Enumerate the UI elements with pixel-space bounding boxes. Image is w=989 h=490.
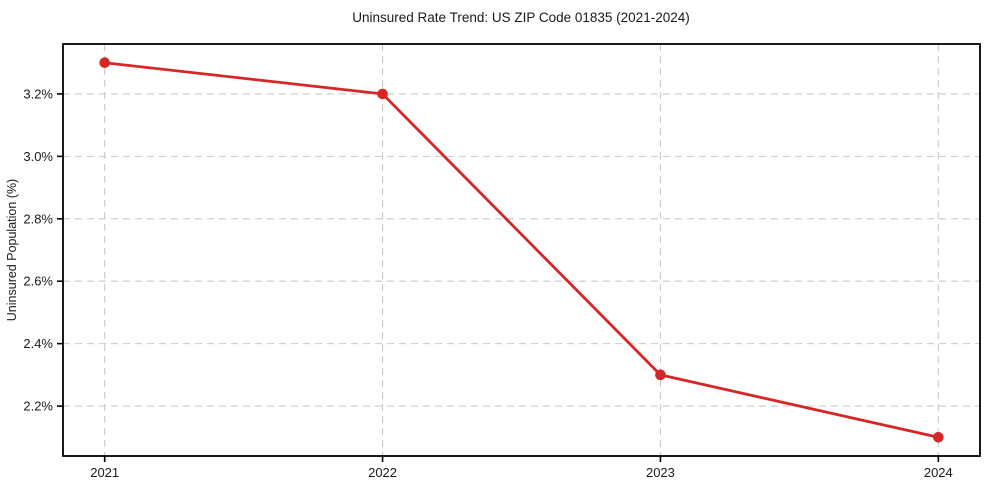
grid-layer <box>63 44 980 456</box>
y-tick-label: 3.0% <box>23 149 53 164</box>
data-layer <box>99 57 944 443</box>
axis-layer: 2.2% 2.4% 2.6% 2.8% 3.0% 3.2% 2021 2022 2023 2024 <box>23 43 981 480</box>
y-axis-label: Uninsured Population (%) <box>5 179 19 321</box>
y-tick-label: 2.4% <box>23 336 53 351</box>
x-tick-label: 2022 <box>368 465 397 480</box>
data-point <box>377 88 388 100</box>
y-tick-label: 2.6% <box>23 274 53 289</box>
y-tick-label: 2.8% <box>23 211 53 226</box>
data-point <box>933 431 944 443</box>
x-tick-label: 2021 <box>90 465 119 480</box>
data-point <box>655 369 666 381</box>
y-tick-label: 2.2% <box>23 399 53 414</box>
trend-line <box>103 61 940 439</box>
plot-border <box>62 43 981 457</box>
chart-title: Uninsured Rate Trend: US ZIP Code 01835 … <box>352 10 689 25</box>
x-tick-label: 2024 <box>924 465 953 480</box>
x-tick-label: 2023 <box>646 465 675 480</box>
y-tick-label: 3.2% <box>23 86 53 101</box>
data-point <box>99 57 110 69</box>
